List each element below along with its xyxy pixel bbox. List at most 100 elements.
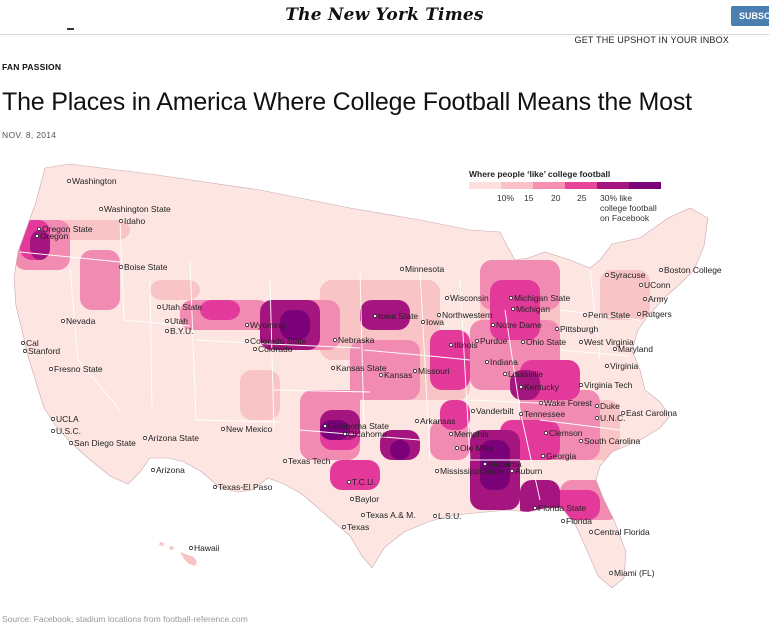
state-borders: [19, 219, 641, 501]
region-very-high-0: [280, 310, 310, 340]
city-label-25: Oklahoma: [348, 429, 387, 439]
state-border-16: [429, 355, 471, 361]
region-high-2: [360, 300, 410, 330]
city-label-21: New Mexico: [226, 424, 273, 434]
city-label-0: Washington: [72, 176, 117, 186]
stadium-dot-4: [35, 234, 39, 238]
city-label-11: Colorado State: [250, 336, 307, 346]
stadium-dot-62: [541, 454, 545, 458]
stadium-dot-9: [165, 329, 169, 333]
stadium-dot-43: [509, 296, 513, 300]
stadium-dot-24: [323, 424, 327, 428]
stadium-dot-55: [519, 412, 523, 416]
city-label-60: Clemson: [549, 428, 583, 438]
stadium-dot-50: [605, 364, 609, 368]
stadium-dot-54: [471, 409, 475, 413]
city-label-42: Indiana: [490, 357, 518, 367]
legend-tick-1: 15: [524, 193, 534, 203]
city-label-70: Florida State: [538, 503, 586, 513]
stadium-dot-52: [503, 372, 507, 376]
stadium-dot-11: [245, 339, 249, 343]
region-mid-high-6: [440, 400, 470, 430]
stadium-dot-15: [49, 367, 53, 371]
stadium-dot-28: [361, 513, 365, 517]
region-mid-1: [80, 250, 120, 310]
legend-swatch-4: [597, 182, 629, 189]
region-mid-high-4: [490, 280, 540, 340]
state-border-22: [559, 309, 641, 321]
state-border-1: [119, 219, 125, 321]
stadium-dot-71: [561, 519, 565, 523]
stadium-dot-18: [69, 441, 73, 445]
city-label-46: Pittsburgh: [560, 324, 599, 334]
city-label-38: Northwestern: [442, 310, 493, 320]
city-label-26: T.C.U.: [352, 477, 376, 487]
stadium-dot-26: [347, 480, 351, 484]
stadium-dot-7: [157, 305, 161, 309]
stadium-dot-48: [579, 340, 583, 344]
subscribe-button[interactable]: SUBSCRIBE: [731, 6, 769, 26]
city-label-69: L.S.U.: [438, 511, 462, 521]
stadium-dot-78: [637, 312, 641, 316]
stadium-dot-38: [437, 313, 441, 317]
upshot-newsletter-link[interactable]: GET THE UPSHOT IN YOUR INBOX: [574, 35, 729, 45]
stadium-dot-31: [379, 373, 383, 377]
stadium-dot-29: [342, 525, 346, 529]
stadium-dot-33: [333, 338, 337, 342]
city-label-57: Duke: [600, 401, 620, 411]
stadium-dot-64: [483, 462, 487, 466]
region-mid-low-6: [600, 270, 650, 320]
legend-note: 30% like college football on Facebook: [600, 193, 657, 223]
city-label-20: Arizona: [156, 465, 185, 475]
stadium-dot-45: [521, 340, 525, 344]
city-label-17: U.S.C.: [56, 426, 81, 436]
state-border-15: [419, 269, 431, 461]
state-border-0: [19, 251, 121, 263]
state-border-20: [519, 409, 541, 501]
stadium-dot-59: [621, 411, 625, 415]
city-label-51: Virginia Tech: [584, 380, 633, 390]
city-label-7: Utah State: [162, 302, 202, 312]
city-label-3: Oregon State: [42, 224, 93, 234]
article-kicker: FAN PASSION: [2, 62, 62, 72]
region-mid-high-3: [430, 330, 470, 390]
stadium-dot-75: [659, 268, 663, 272]
city-label-28: Texas A.& M.: [366, 510, 416, 520]
city-label-59: East Carolina: [626, 408, 677, 418]
city-label-50: Virginia: [610, 361, 638, 371]
state-border-14: [363, 349, 431, 357]
city-label-73: Miami (FL): [614, 568, 655, 578]
nyt-logo[interactable]: The New York Times: [285, 5, 484, 25]
stadium-dot-5: [119, 265, 123, 269]
city-label-32: Missouri: [418, 366, 450, 376]
city-label-12: Colorado: [258, 344, 293, 354]
intensity-regions: [14, 220, 650, 520]
city-label-47: Penn State: [588, 310, 630, 320]
city-label-23: Texas Tech: [288, 456, 331, 466]
legend-swatch-2: [533, 182, 565, 189]
state-border-23: [559, 349, 631, 357]
stadium-dot-68: [415, 419, 419, 423]
region-very-high-3: [390, 440, 410, 460]
city-label-16: UCLA: [56, 414, 79, 424]
stadium-markers: Washington Washington State Idaho Oregon St…: [21, 176, 722, 578]
city-label-9: B.Y.U.: [170, 326, 193, 336]
state-border-11: [273, 389, 371, 393]
legend-color-bar: [469, 182, 661, 189]
city-label-15: Fresno State: [54, 364, 103, 374]
state-border-12: [359, 269, 365, 431]
stadium-dot-32: [413, 369, 417, 373]
stadium-dot-57: [595, 404, 599, 408]
city-label-72: Central Florida: [594, 527, 650, 537]
us-choropleth-map[interactable]: Washington Washington State Idaho Oregon St…: [0, 160, 769, 610]
city-label-4: Oregon: [40, 231, 69, 241]
city-label-44: Michigan: [516, 304, 550, 314]
legend-tick-3: 25: [577, 193, 587, 203]
stadium-dot-1: [99, 207, 103, 211]
city-label-8: Utah: [170, 316, 188, 326]
state-border-2: [69, 267, 79, 361]
hawaii-shape: [159, 542, 197, 566]
stadium-dot-36: [400, 267, 404, 271]
region-mid-5: [350, 340, 420, 400]
region-mid-low-1: [150, 280, 200, 300]
